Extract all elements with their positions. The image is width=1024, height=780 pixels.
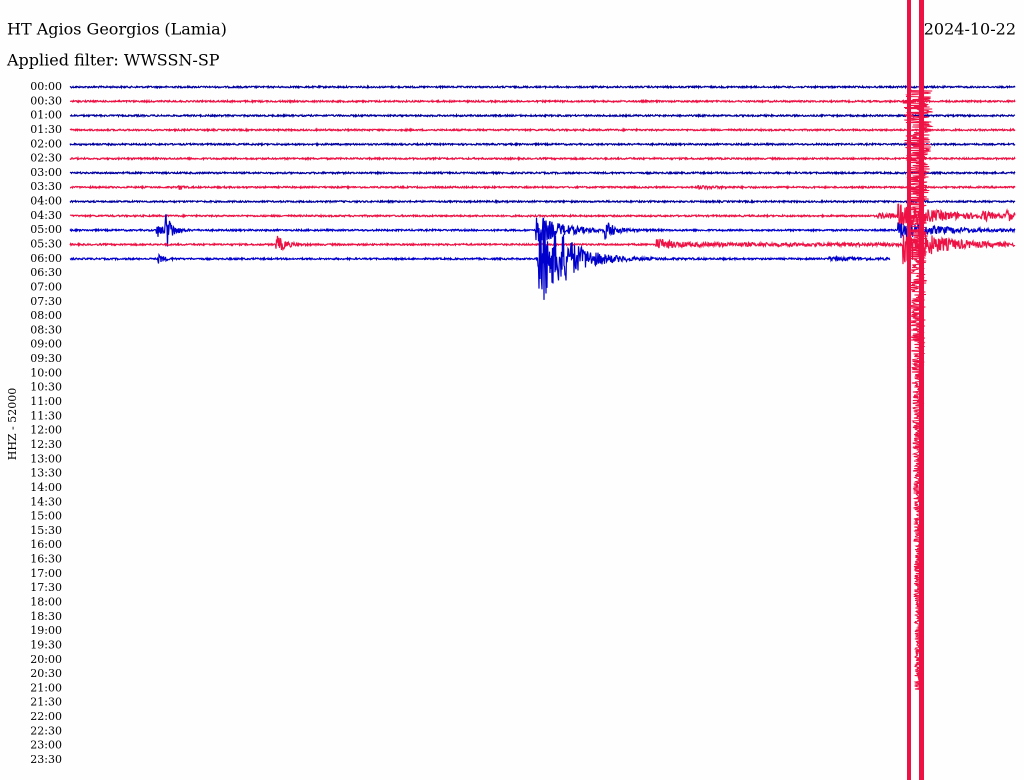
row-label: 05:00 bbox=[30, 223, 62, 236]
row-label: 04:30 bbox=[30, 209, 62, 222]
row-label: 17:30 bbox=[30, 581, 62, 594]
row-label: 21:30 bbox=[30, 696, 62, 709]
row-label: 16:00 bbox=[30, 538, 62, 551]
row-label: 12:00 bbox=[30, 424, 62, 437]
row-label: 09:00 bbox=[30, 338, 62, 351]
row-label: 05:30 bbox=[30, 238, 62, 251]
row-label: 03:30 bbox=[30, 180, 62, 193]
trace bbox=[69, 127, 1016, 133]
row-label: 19:00 bbox=[30, 624, 62, 637]
row-label: 06:00 bbox=[30, 252, 62, 265]
row-label: 23:00 bbox=[30, 739, 62, 752]
traces bbox=[69, 0, 1016, 780]
row-label: 22:00 bbox=[30, 710, 62, 723]
row-label: 13:00 bbox=[30, 452, 62, 465]
row-label: 14:30 bbox=[30, 495, 62, 508]
row-label: 07:00 bbox=[30, 280, 62, 293]
row-label: 00:00 bbox=[30, 80, 62, 93]
row-label: 15:30 bbox=[30, 524, 62, 537]
trace bbox=[69, 203, 1016, 227]
row-label: 15:00 bbox=[30, 510, 62, 523]
row-label: 20:30 bbox=[30, 667, 62, 680]
axis-label: HHZ - 52000 bbox=[6, 388, 19, 461]
row-label: 22:30 bbox=[30, 724, 62, 737]
event-line bbox=[907, 0, 911, 780]
row-label: 23:30 bbox=[30, 753, 62, 766]
row-label: 06:30 bbox=[30, 266, 62, 279]
trace bbox=[69, 141, 1016, 147]
row-label: 10:00 bbox=[30, 366, 62, 379]
row-label: 12:30 bbox=[30, 438, 62, 451]
row-label: 08:00 bbox=[30, 309, 62, 322]
trace bbox=[69, 214, 1016, 247]
row-label: 08:30 bbox=[30, 323, 62, 336]
row-label: 18:00 bbox=[30, 595, 62, 608]
row-label: 19:30 bbox=[30, 638, 62, 651]
row-label: 03:00 bbox=[30, 166, 62, 179]
trace bbox=[69, 217, 891, 300]
row-label: 14:00 bbox=[30, 481, 62, 494]
row-label: 20:00 bbox=[30, 653, 62, 666]
date-label: 2024-10-22 bbox=[924, 20, 1016, 39]
event-line bbox=[919, 0, 924, 780]
trace bbox=[69, 155, 1016, 162]
filter-label: Applied filter: WWSSN-SP bbox=[6, 51, 220, 70]
trace bbox=[69, 184, 1016, 191]
row-label: 01:30 bbox=[30, 123, 62, 136]
row-label: 21:00 bbox=[30, 681, 62, 694]
trace bbox=[69, 170, 1016, 176]
trace bbox=[70, 98, 1016, 104]
row-label: 18:30 bbox=[30, 610, 62, 623]
row-label: 16:30 bbox=[30, 553, 62, 566]
row-label: 02:00 bbox=[30, 137, 62, 150]
row-label: 10:30 bbox=[30, 381, 62, 394]
row-label: 17:00 bbox=[30, 567, 62, 580]
trace bbox=[69, 112, 1016, 119]
trace bbox=[69, 198, 1016, 205]
row-label: 13:30 bbox=[30, 467, 62, 480]
row-label: 04:00 bbox=[30, 195, 62, 208]
trace bbox=[69, 84, 1016, 90]
trace bbox=[69, 232, 1016, 265]
row-label: 07:30 bbox=[30, 295, 62, 308]
row-label: 01:00 bbox=[30, 109, 62, 122]
row-label: 02:30 bbox=[30, 152, 62, 165]
row-label: 00:30 bbox=[30, 94, 62, 107]
station-title: HT Agios Georgios (Lamia) bbox=[7, 20, 227, 39]
row-label: 11:00 bbox=[30, 395, 62, 408]
row-label: 11:30 bbox=[30, 409, 62, 422]
row-label: 09:30 bbox=[30, 352, 62, 365]
